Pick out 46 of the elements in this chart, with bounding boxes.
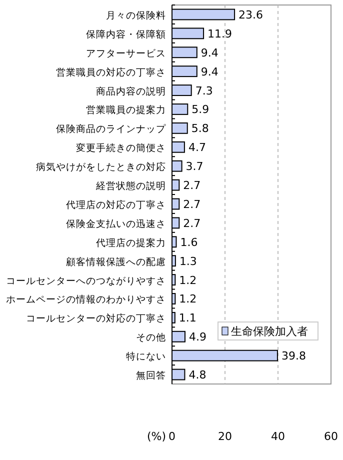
data-label: 5.8	[191, 122, 209, 136]
y-tick-label: コールセンターへのつながりやすさ	[6, 276, 166, 287]
y-tick-label: 営業職員の提案力	[86, 104, 166, 116]
data-label: 1.3	[179, 254, 197, 268]
y-tick-label: 変更手続きの簡便さ	[76, 142, 166, 154]
legend-label: 生命保険加入者	[231, 325, 308, 338]
y-tick-label: 保険商品のラインナップ	[56, 123, 167, 136]
data-label: 2.7	[183, 198, 201, 211]
data-label: 2.7	[183, 179, 201, 192]
x-tick-label: 40	[271, 430, 285, 443]
y-tick-label: ホームページの情報のわかりやすさ	[6, 294, 166, 306]
data-label: 9.4	[200, 65, 218, 78]
y-tick-label: 月々の保険料	[106, 9, 166, 22]
y-tick-label: 代理店の提案力	[95, 236, 166, 249]
y-tick-label: コールセンターの対応の丁寧さ	[26, 312, 166, 325]
data-label: 1.2	[179, 274, 197, 287]
data-label: 5.9	[192, 103, 210, 116]
y-tick-label: 保障内容・保障額	[86, 28, 166, 40]
data-label: 2.7	[183, 216, 201, 230]
data-label: 4.9	[188, 330, 206, 344]
y-tick-label: 病気やけがをしたときの対応	[36, 161, 166, 174]
data-label: 4.8	[188, 368, 206, 382]
data-label: 9.4	[200, 46, 218, 60]
data-label: 7.3	[195, 84, 213, 98]
data-label: 11.9	[208, 27, 232, 40]
y-tick-label: 無回答	[136, 370, 166, 382]
data-label: 3.7	[186, 160, 204, 174]
x-tick-label: 60	[324, 430, 338, 443]
y-tick-label: 代理店の対応の丁寧さ	[65, 198, 166, 211]
y-tick-label: アフターサービス	[86, 48, 166, 60]
x-tick-label: 0	[168, 430, 176, 443]
y-tick-label: 特にない	[126, 350, 166, 363]
y-tick-label: 経営状態の説明	[95, 180, 166, 192]
data-label: 1.2	[179, 292, 197, 306]
data-label: 23.6	[238, 8, 264, 22]
data-label: 4.7	[188, 141, 206, 154]
y-tick-label: 保険金支払いの迅速さ	[66, 218, 166, 230]
data-label: 39.8	[281, 350, 306, 363]
data-label: 1.1	[178, 312, 196, 325]
y-tick-label: 商品内容の説明	[96, 85, 166, 98]
y-tick-label: 顧客情報保護への配慮	[66, 256, 166, 268]
data-label: 1.6	[180, 236, 198, 249]
y-tick-label: 営業職員の対応の丁寧さ	[56, 66, 166, 78]
y-tick-label: その他	[136, 332, 166, 344]
x-tick-label: 20	[218, 430, 232, 443]
x-axis-title: (%)	[146, 430, 166, 443]
